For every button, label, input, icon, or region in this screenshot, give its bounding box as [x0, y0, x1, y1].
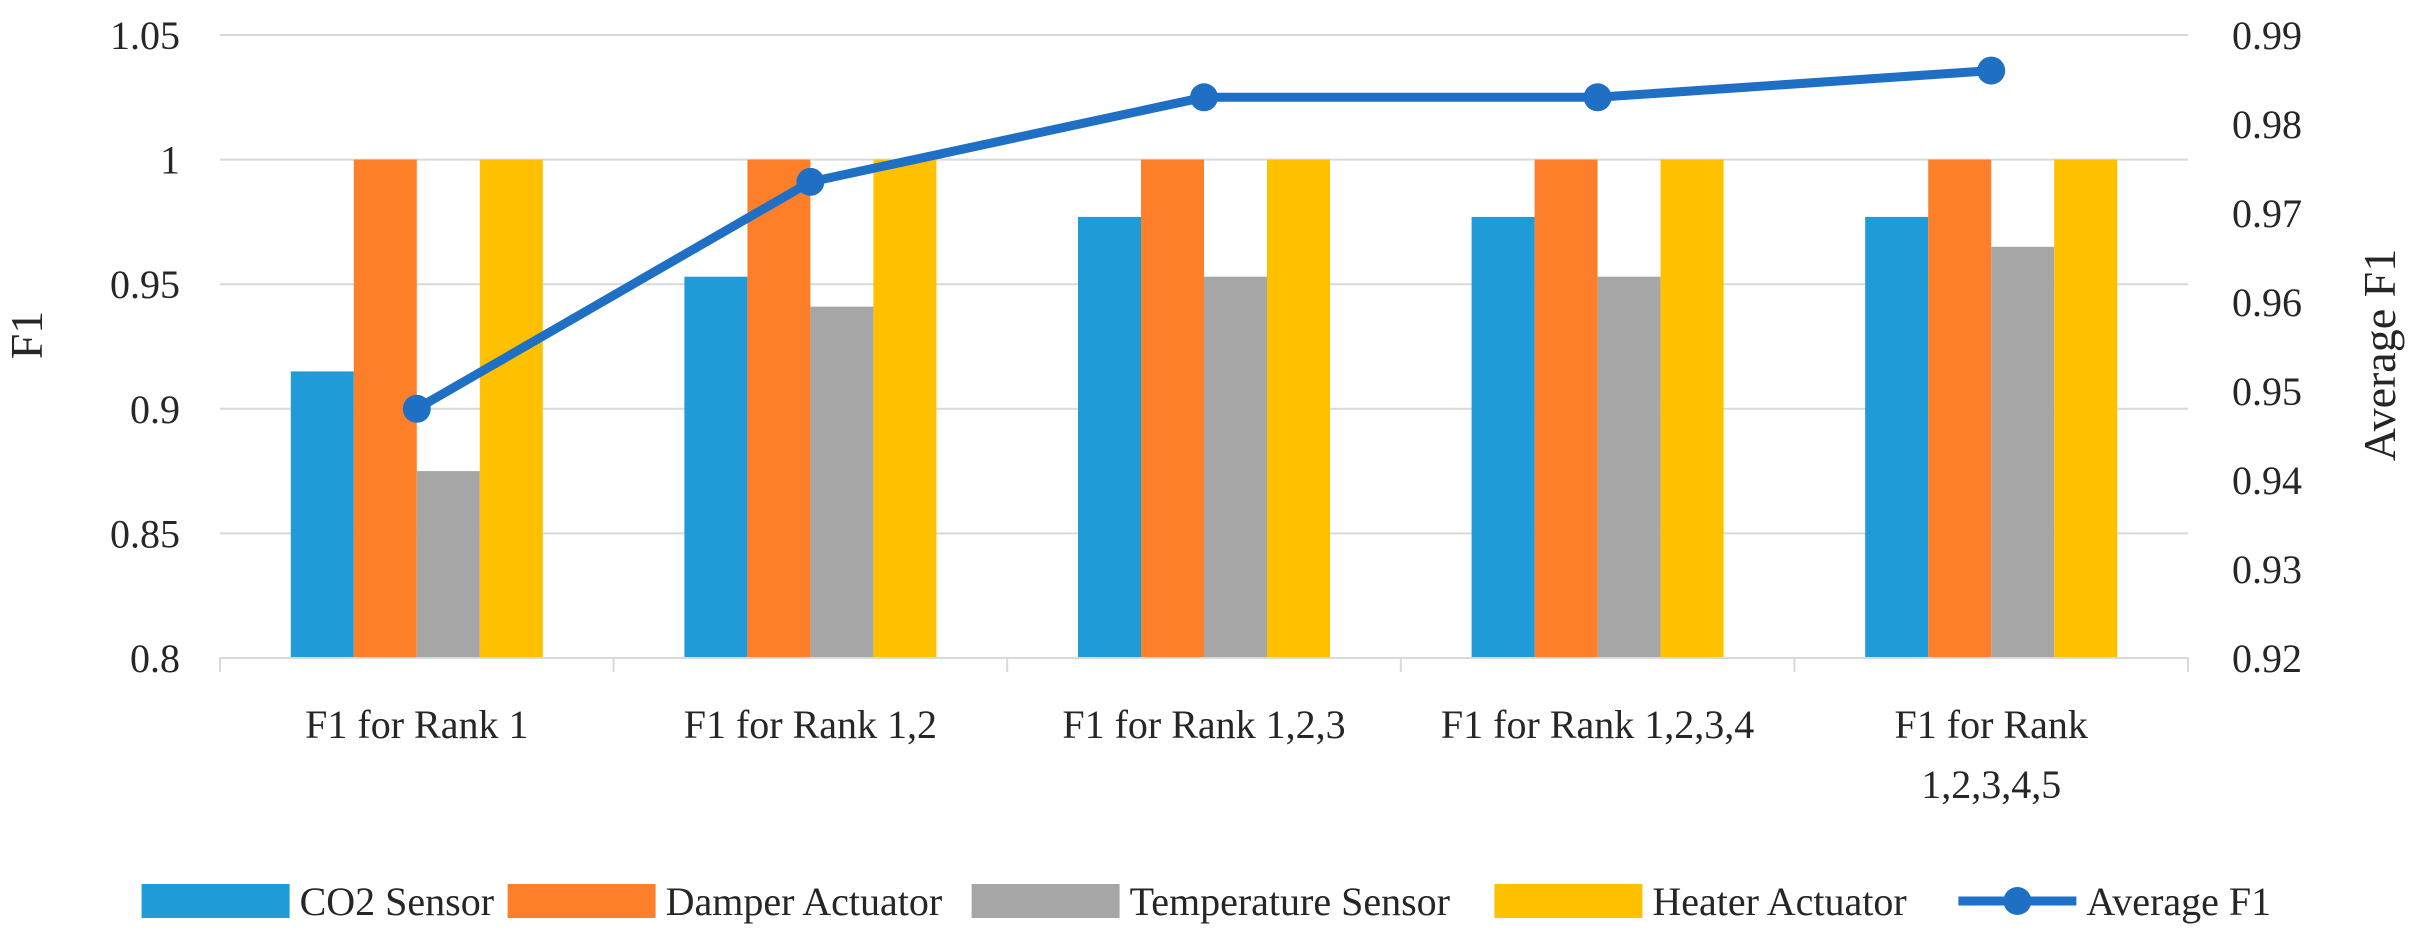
- line-point: [402, 394, 431, 423]
- line-point: [1190, 83, 1218, 112]
- y-tick-label: 0.9: [130, 387, 180, 432]
- legend-label: Temperature Sensor: [1130, 879, 1450, 924]
- x-axis: [219, 657, 2189, 672]
- y-tick-label: 0.8: [130, 636, 180, 681]
- bar: [873, 159, 937, 658]
- bar: [1534, 159, 1598, 658]
- y2-tick-label: 0.95: [2232, 369, 2302, 414]
- bar: [1078, 216, 1141, 658]
- bar: [1597, 276, 1661, 658]
- bar: [290, 371, 354, 658]
- legend-label: Average F1: [2086, 879, 2271, 924]
- bar-marks: [290, 159, 2118, 658]
- y2-tick-label: 0.92: [2232, 636, 2302, 681]
- y-tick-label: 0.85: [110, 511, 180, 556]
- bar: [1660, 159, 1724, 658]
- bar: [1865, 216, 1929, 658]
- legend-swatch: [971, 884, 1120, 918]
- bar: [684, 276, 748, 658]
- y-axis-title: F1: [1, 311, 52, 360]
- bar: [416, 471, 480, 658]
- legend-swatch: [1494, 884, 1643, 918]
- y-tick-label: 0.95: [110, 262, 180, 307]
- y-axis-ticks: 0.8 0.85 0.9 0.95 1 1.05: [110, 13, 180, 681]
- average-line: [402, 56, 2006, 423]
- y2-tick-label: 0.97: [2232, 191, 2302, 236]
- x-tick-label: F1 for Rank 1: [305, 702, 528, 747]
- x-tick-label: F1 for Rank: [1895, 702, 2088, 747]
- x-axis-ticks: F1 for Rank 1 F1 for Rank 1,2 F1 for Rank …: [305, 702, 2088, 807]
- y2-axis-ticks: 0.92 0.93 0.94 0.95 0.96 0.97 0.98 0.99: [2232, 13, 2302, 681]
- line-point: [796, 167, 825, 196]
- bar: [1928, 159, 1992, 658]
- bar: [1204, 276, 1267, 658]
- legend-line-marker: [2003, 887, 2032, 915]
- x-tick-label: 1,2,3,4,5: [1921, 762, 2061, 807]
- legend-swatch: [507, 884, 656, 918]
- x-tick-label: F1 for Rank 1,2: [684, 702, 937, 747]
- legend-label: Damper Actuator: [666, 879, 943, 924]
- y2-tick-label: 0.98: [2232, 102, 2302, 147]
- y2-tick-label: 0.96: [2232, 280, 2302, 325]
- bar: [2054, 159, 2118, 658]
- legend: CO2 Sensor Damper Actuator Temperature Sen…: [141, 879, 2271, 924]
- legend-swatch: [141, 884, 290, 918]
- x-tick-label: F1 for Rank 1,2,3: [1062, 702, 1345, 747]
- y-tick-label: 1.05: [110, 13, 180, 58]
- y2-axis-title: Average F1: [2354, 249, 2405, 461]
- bar: [1991, 246, 2055, 658]
- x-tick-label: F1 for Rank 1,2,3,4: [1441, 702, 1754, 747]
- y2-tick-label: 0.93: [2232, 547, 2302, 592]
- legend-label: Heater Actuator: [1652, 879, 1906, 924]
- bar: [1141, 159, 1204, 658]
- bar: [479, 159, 543, 658]
- legend-label: CO2 Sensor: [300, 879, 494, 924]
- bar: [810, 306, 874, 658]
- y2-tick-label: 0.94: [2232, 458, 2302, 503]
- bar: [1471, 216, 1535, 658]
- y-tick-label: 1: [160, 138, 180, 183]
- line-point: [1583, 83, 1612, 112]
- y2-tick-label: 0.99: [2232, 13, 2302, 58]
- line-point: [1977, 56, 2006, 85]
- bar: [747, 159, 811, 658]
- bar: [1267, 159, 1330, 658]
